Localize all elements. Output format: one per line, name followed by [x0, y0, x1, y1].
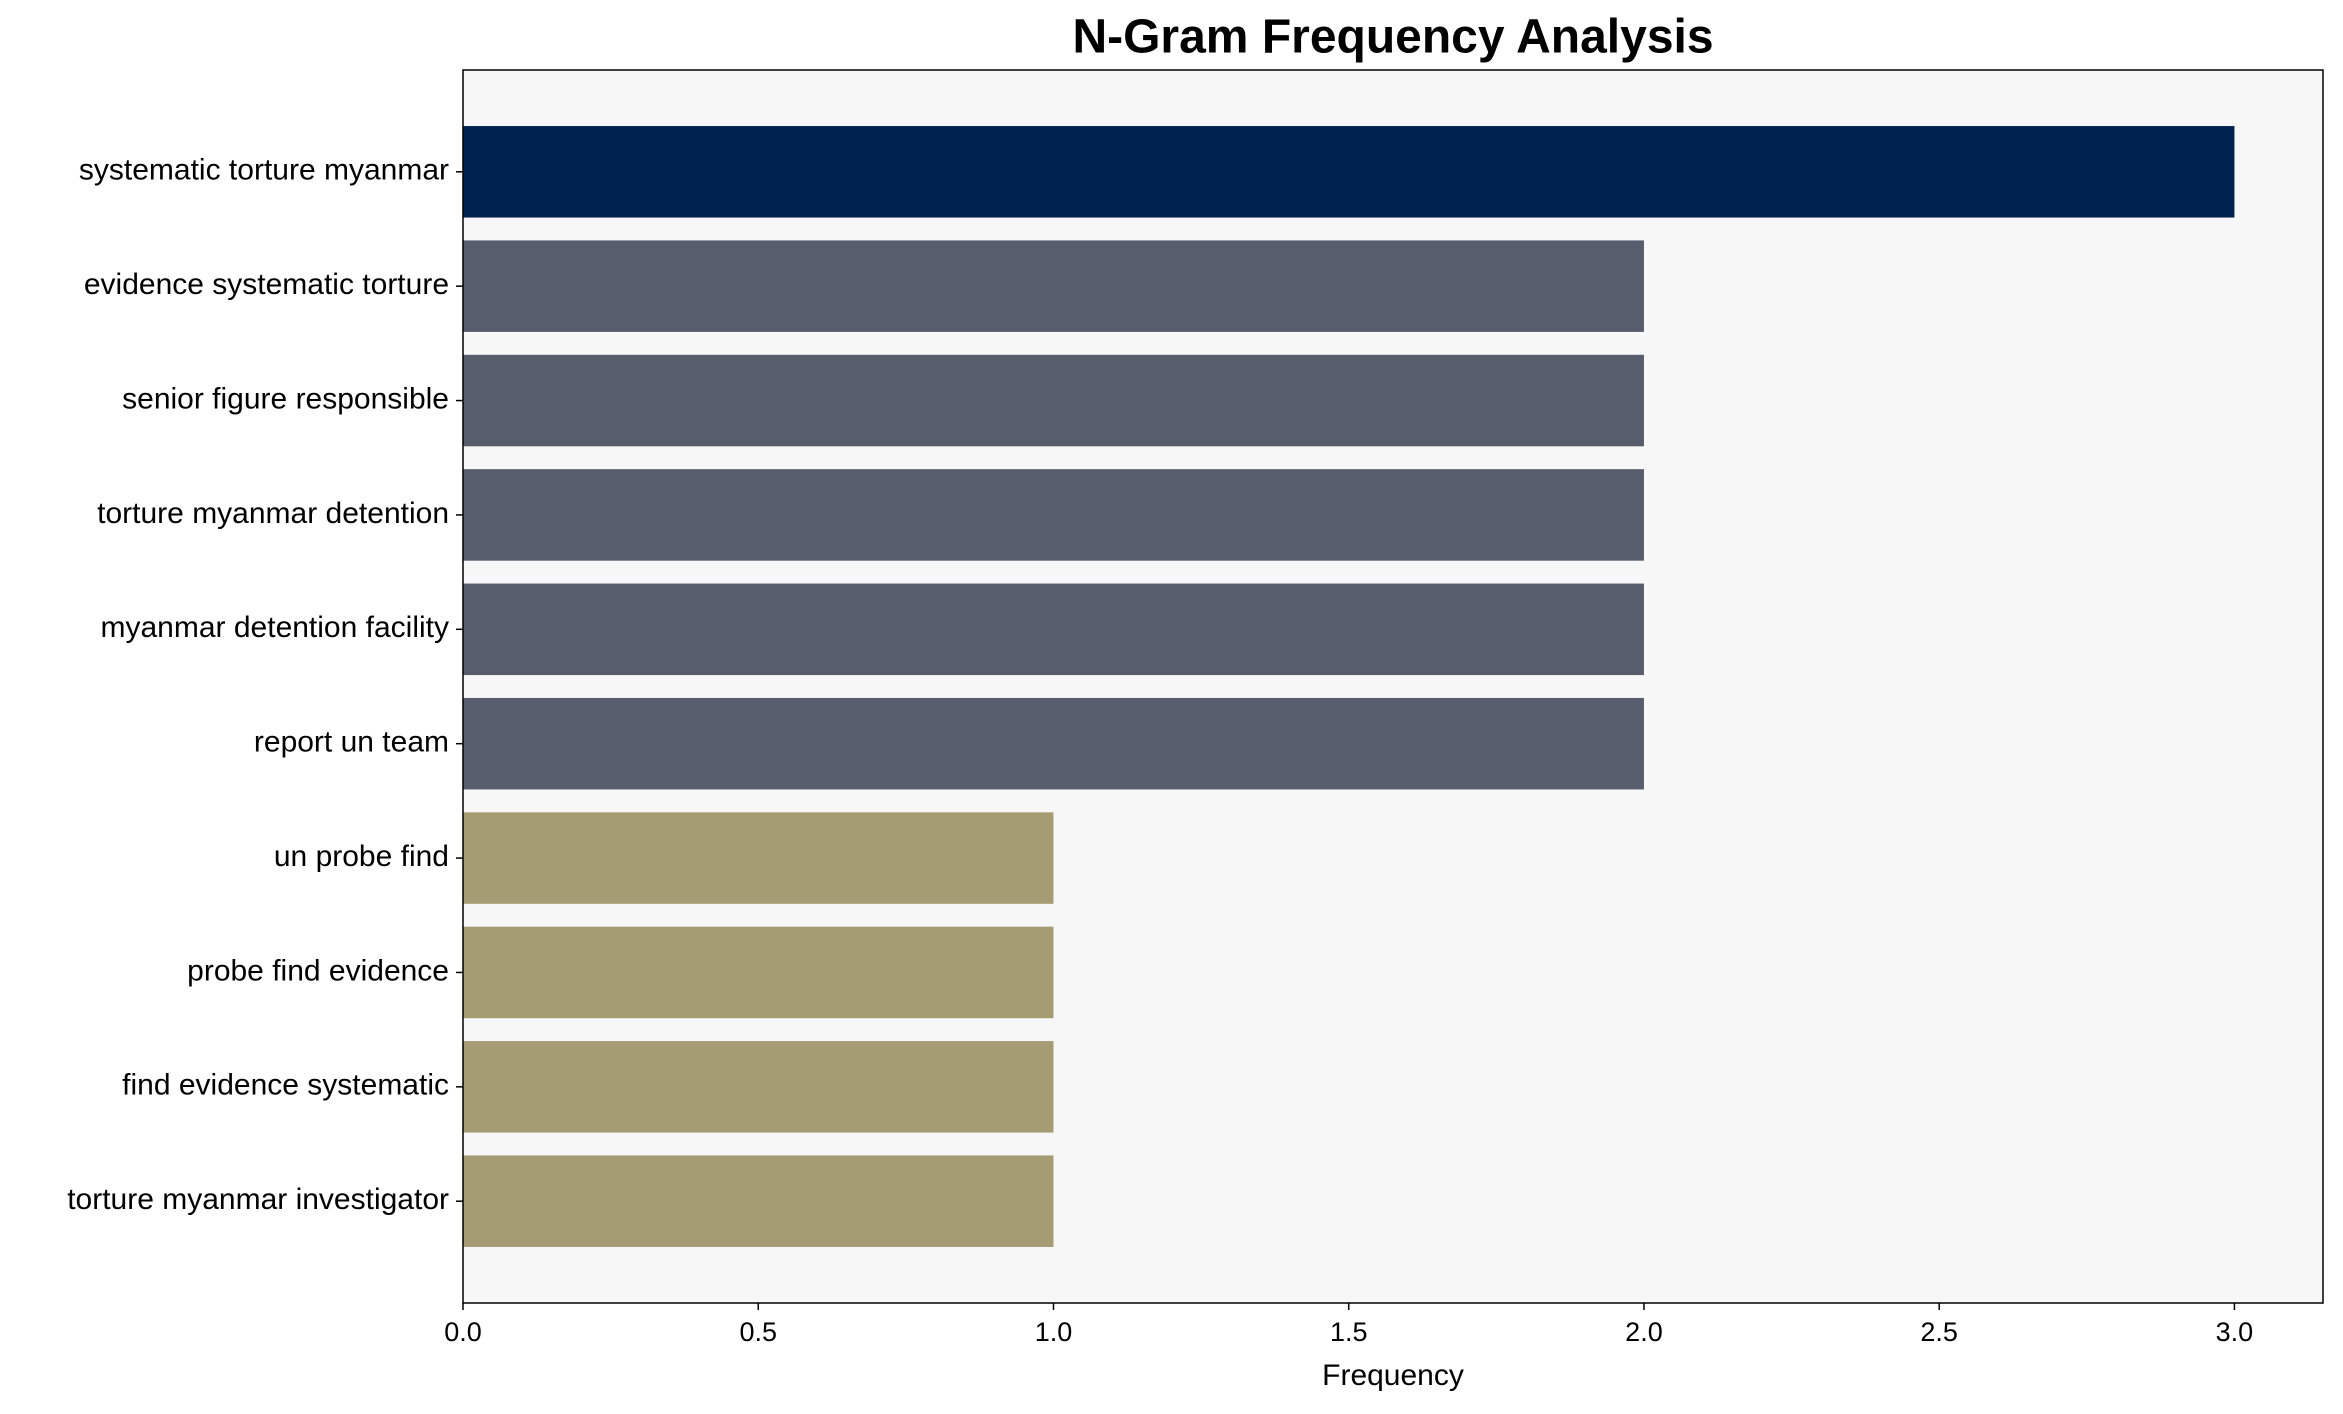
- y-tick-label: evidence systematic torture: [84, 268, 449, 301]
- y-tick-label: myanmar detention facility: [101, 611, 450, 644]
- y-tick-label: torture myanmar investigator: [67, 1183, 449, 1216]
- bar: [463, 240, 1644, 332]
- y-tick-label: torture myanmar detention: [97, 497, 449, 530]
- x-tick-label: 3.0: [2216, 1317, 2254, 1347]
- bar: [463, 1041, 1054, 1133]
- bar: [463, 583, 1644, 676]
- chart-title: N-Gram Frequency Analysis: [1072, 11, 1713, 64]
- bar: [463, 812, 1054, 904]
- bar: [463, 1155, 1054, 1247]
- bar: [463, 354, 1644, 447]
- y-tick-label: un probe find: [274, 840, 449, 873]
- y-tick-label: find evidence systematic: [122, 1069, 449, 1102]
- x-tick-label: 0.0: [444, 1317, 482, 1347]
- bar: [463, 126, 2235, 218]
- bar: [463, 697, 1644, 790]
- x-axis-label: Frequency: [1322, 1359, 1464, 1392]
- x-tick-label: 0.5: [739, 1317, 777, 1347]
- x-tick-label: 2.5: [1920, 1317, 1958, 1347]
- x-tick-label: 2.0: [1625, 1317, 1663, 1347]
- y-tick-label: systematic torture myanmar: [79, 154, 449, 187]
- plot-frame: [462, 69, 2324, 1304]
- x-tick-label: 1.5: [1330, 1317, 1368, 1347]
- y-tick-label: senior figure responsible: [122, 382, 449, 415]
- bar: [463, 469, 1644, 561]
- x-tick-label: 1.0: [1035, 1317, 1073, 1347]
- y-tick-label: probe find evidence: [187, 954, 449, 987]
- y-tick-label: report un team: [254, 726, 449, 759]
- bar: [463, 926, 1054, 1019]
